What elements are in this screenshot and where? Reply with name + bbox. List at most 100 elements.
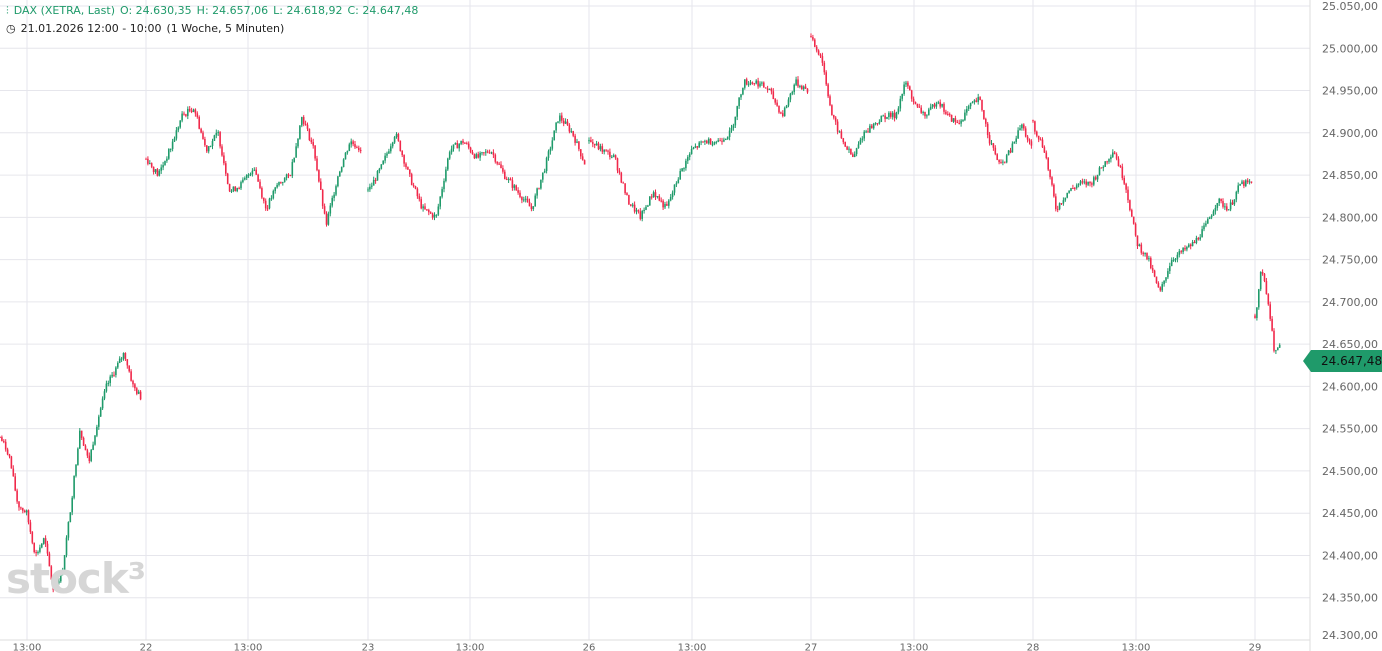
candle-body (1100, 167, 1103, 169)
candle-body (1199, 237, 1201, 240)
candle-body (939, 102, 941, 107)
candle-body (369, 186, 371, 190)
candle-body (1060, 203, 1063, 205)
candle-body (443, 180, 445, 190)
candle-body (763, 82, 765, 88)
candle-body (63, 555, 66, 571)
candle-body (926, 115, 928, 117)
candle-body (664, 204, 666, 208)
x-tick-label: 13:00 (1122, 642, 1151, 651)
candle-body (721, 140, 723, 142)
candle-body (242, 179, 244, 183)
candle-body (952, 118, 955, 122)
candle-body (75, 464, 77, 476)
candle-body (624, 183, 626, 194)
candle-body (611, 156, 613, 158)
candle-body (576, 141, 578, 143)
candle-body (1229, 202, 1232, 210)
candle-body (204, 138, 206, 146)
y-tick-label: 24.700,00 (1322, 296, 1378, 309)
candle-body (728, 130, 731, 137)
open-value: O: 24.630,35 (120, 4, 192, 17)
candle-body (1056, 209, 1059, 211)
candle-body (819, 54, 822, 57)
candle-body (515, 185, 517, 191)
candle-body (399, 140, 402, 152)
candle-body (215, 132, 218, 136)
candle-body (92, 444, 94, 450)
candle-body (257, 174, 259, 182)
candle-body (1049, 169, 1051, 178)
candle-body (1258, 289, 1260, 308)
candle-body (1026, 136, 1029, 140)
candle-body (433, 214, 436, 218)
candle-body (1178, 251, 1181, 255)
candle-body (1132, 216, 1135, 224)
candle-body (673, 184, 676, 193)
candle-body (726, 136, 729, 140)
candle-body (1186, 246, 1188, 250)
candle-body (418, 196, 421, 200)
candle-body (810, 36, 812, 38)
candle-body (1085, 181, 1087, 185)
candle-body (985, 119, 987, 124)
candle-body (323, 206, 326, 214)
candle-body (149, 163, 151, 165)
candle-body (774, 99, 776, 103)
candle-body (895, 112, 898, 119)
candle-body (424, 206, 426, 210)
candle-body (941, 103, 943, 107)
candle-body (742, 87, 744, 95)
candle-body (327, 213, 330, 225)
candle-body (441, 189, 443, 197)
candle-body (823, 62, 826, 73)
candle-body (145, 158, 147, 160)
candle-body (643, 209, 645, 212)
candle-body (302, 117, 305, 124)
candle-body (566, 121, 569, 126)
candle-body (333, 194, 335, 198)
candle-body (1207, 218, 1209, 224)
candle-body (428, 209, 430, 213)
candle-body (86, 450, 89, 456)
candle-body (181, 113, 183, 121)
candle-body (734, 116, 737, 126)
candle-body (1053, 184, 1055, 197)
candle-body (4, 441, 7, 450)
candle-body (469, 147, 472, 153)
candle-body (219, 132, 221, 147)
candle-body (660, 200, 662, 202)
candle-body (842, 138, 845, 143)
candle-body (785, 105, 788, 108)
candle-body (390, 146, 392, 152)
candle-body (838, 131, 841, 133)
candle-body (787, 99, 790, 106)
low-value: L: 24.618,92 (273, 4, 343, 17)
candle-body (150, 163, 153, 167)
candle-body (795, 79, 797, 85)
candle-body (8, 454, 11, 457)
candle-body (649, 196, 651, 206)
candle-body (1024, 128, 1027, 137)
candle-body (662, 200, 664, 208)
candle-body (1030, 141, 1033, 146)
candle-body (1089, 181, 1091, 184)
candle-body (916, 103, 919, 107)
candle-body (58, 581, 60, 584)
candle-body (1250, 181, 1253, 183)
candle-body (853, 154, 856, 157)
candle-body (454, 142, 457, 145)
candle-body (126, 359, 129, 366)
candle-body (462, 140, 464, 143)
candle-body (943, 103, 945, 112)
candle-body (226, 173, 229, 184)
candle-body (1117, 158, 1120, 167)
candle-body (485, 151, 487, 153)
candle-body (105, 383, 108, 392)
candle-body (630, 204, 632, 206)
candle-body (1273, 330, 1275, 351)
candle-body (1265, 281, 1268, 295)
candle-body (1220, 198, 1222, 202)
candle-body (101, 398, 104, 409)
